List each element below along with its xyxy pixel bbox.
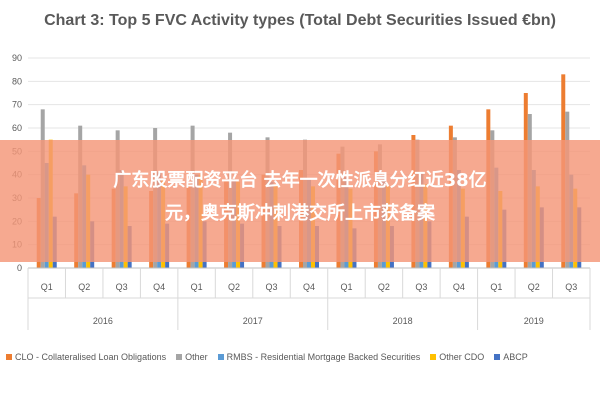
x-tick-label: Q3 <box>565 282 577 292</box>
legend-label: CLO - Collateralised Loan Obligations <box>15 352 167 362</box>
x-tick-label: Q1 <box>490 282 502 292</box>
y-tick-label: 80 <box>12 76 22 86</box>
legend-label: Other CDO <box>439 352 485 362</box>
headline-banner: 广东股票配资平台 去年一次性派息分红近38亿 元，奥克斯冲刺港交所上市获备案 <box>0 140 600 262</box>
x-tick-label: Q2 <box>528 282 540 292</box>
legend-label: Other <box>185 352 208 362</box>
year-label: 2016 <box>93 316 113 326</box>
year-label: 2017 <box>243 316 263 326</box>
legend-swatch <box>176 354 183 360</box>
legend-item: ABCP <box>494 352 528 362</box>
legend-item: CLO - Collateralised Loan Obligations <box>6 352 166 362</box>
year-label: 2018 <box>393 316 413 326</box>
legend-item: Other <box>176 352 208 362</box>
banner-line-1: 广东股票配资平台 去年一次性派息分红近38亿 <box>113 170 487 191</box>
legend-swatch <box>217 354 224 360</box>
legend-swatch <box>494 354 501 360</box>
x-tick-label: Q3 <box>116 282 128 292</box>
year-label: 2019 <box>524 316 544 326</box>
banner-text: 广东股票配资平台 去年一次性派息分红近38亿 元，奥克斯冲刺港交所上市获备案 <box>20 164 580 230</box>
chart-legend: CLO - Collateralised Loan Obligations Oth… <box>6 352 598 362</box>
legend-label: RMBS - Residential Mortgage Backed Secur… <box>226 352 421 362</box>
x-tick-label: Q4 <box>453 282 465 292</box>
y-tick-label: 60 <box>12 123 22 133</box>
y-tick-label: 70 <box>12 100 22 110</box>
legend-label: ABCP <box>503 352 528 362</box>
banner-line-2: 元，奥克斯冲刺港交所上市获备案 <box>165 203 435 224</box>
x-tick-label: Q3 <box>415 282 427 292</box>
y-tick-label: 0 <box>17 263 22 273</box>
chart-title: Chart 3: Top 5 FVC Activity types (Total… <box>44 12 556 29</box>
legend-swatch <box>430 354 437 360</box>
legend-item: Other CDO <box>430 352 484 362</box>
legend-swatch <box>6 354 12 360</box>
x-tick-label: Q2 <box>228 282 240 292</box>
x-tick-label: Q1 <box>191 282 203 292</box>
x-tick-label: Q1 <box>41 282 53 292</box>
y-tick-label: 90 <box>12 53 22 63</box>
x-tick-label: Q2 <box>378 282 390 292</box>
x-tick-label: Q4 <box>303 282 315 292</box>
legend-item: RMBS - Residential Mortgage Backed Secur… <box>217 352 421 362</box>
x-tick-label: Q3 <box>266 282 278 292</box>
x-tick-label: Q1 <box>340 282 352 292</box>
x-tick-label: Q4 <box>153 282 165 292</box>
x-tick-label: Q2 <box>78 282 90 292</box>
